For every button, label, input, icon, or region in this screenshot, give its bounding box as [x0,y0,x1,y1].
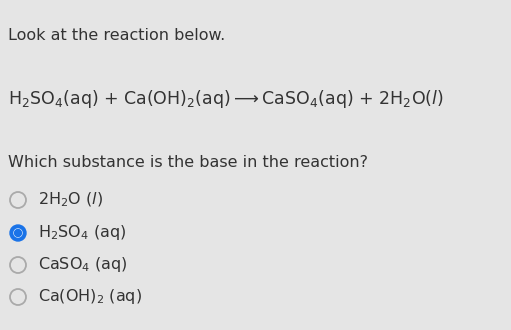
Text: Look at the reaction below.: Look at the reaction below. [8,28,225,43]
Text: Which substance is the base in the reaction?: Which substance is the base in the react… [8,155,368,170]
Text: Ca(OH)$_2$ (aq): Ca(OH)$_2$ (aq) [38,287,142,307]
Text: H$_2$SO$_4$ (aq): H$_2$SO$_4$ (aq) [38,223,126,243]
Text: CaSO$_4$ (aq): CaSO$_4$ (aq) [38,255,128,275]
Circle shape [14,229,22,237]
Text: H$_2$SO$_4$(aq) + Ca(OH)$_2$(aq)$\longrightarrow$CaSO$_4$(aq) + 2H$_2$O($\it{l}$: H$_2$SO$_4$(aq) + Ca(OH)$_2$(aq)$\longri… [8,88,444,110]
Text: 2H$_2$O ($\it{l}$): 2H$_2$O ($\it{l}$) [38,191,103,209]
Circle shape [10,225,26,241]
Circle shape [14,229,21,237]
